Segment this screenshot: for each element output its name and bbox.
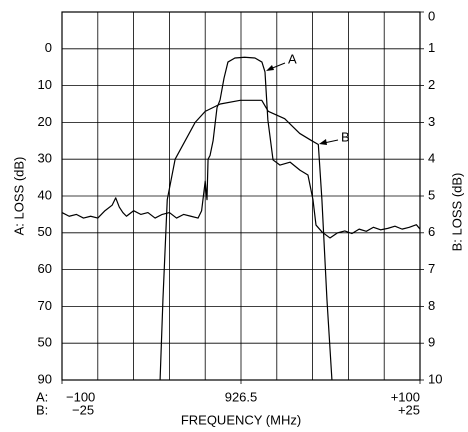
y-tick-label: 10: [38, 77, 52, 92]
annotation: B: [341, 129, 350, 144]
y-tick-label: 30: [38, 151, 52, 166]
y-tick-label: 70: [38, 298, 52, 313]
y-tick-label: 40: [38, 187, 52, 202]
x-axis-title: FREQUENCY (MHz): [181, 412, 301, 427]
annotation: A: [288, 51, 297, 66]
x2-tick-label: −25: [72, 402, 94, 417]
y-tick-label: 50: [38, 335, 52, 350]
x-tick-label: 926.5: [225, 389, 258, 404]
y2-tick-label: 3: [428, 114, 435, 129]
y2-tick-label: 5: [428, 187, 435, 202]
y2-tick-label: 4: [428, 151, 435, 166]
y2-tick-label: 7: [428, 261, 435, 276]
arrow-head: [266, 65, 274, 71]
y-tick-label: 90: [38, 371, 52, 386]
y2-tick-label: 8: [428, 298, 435, 313]
x-prefix: A:: [36, 389, 48, 404]
y2-tick-label: 1: [428, 40, 435, 55]
y2-axis-title: B: LOSS (dB): [449, 173, 464, 252]
y-tick-label: 20: [38, 114, 52, 129]
series-line: [61, 56, 421, 239]
y-tick-label: 50: [38, 224, 52, 239]
y-tick-label: 0: [45, 40, 52, 55]
y2-tick-label: 9: [428, 335, 435, 350]
x-tick-label: +100: [391, 389, 420, 404]
y-tick-label: 60: [38, 261, 52, 276]
series-line: [159, 99, 333, 381]
y2-tick-label: 10: [428, 371, 442, 386]
arrow-head: [319, 139, 327, 145]
x2-prefix: B:: [36, 402, 48, 417]
x-tick-label: −100: [66, 389, 95, 404]
y2-tick-label: 2: [428, 77, 435, 92]
x2-tick-label: +25: [398, 402, 420, 417]
y-axis-title: A: LOSS (dB): [11, 157, 26, 236]
y2-tick-label: 6: [428, 224, 435, 239]
y2-tick-label: 0: [428, 8, 435, 23]
